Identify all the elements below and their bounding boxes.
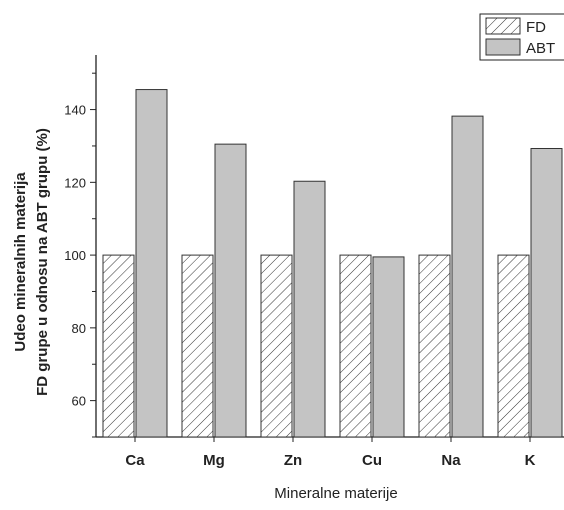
bar-fd-zn	[260, 254, 293, 438]
y-axis-title-line1: Udeo mineralnih materija	[12, 172, 29, 352]
x-tick-label-zn: Zn	[284, 452, 302, 469]
legend-label-abt: ABT	[526, 40, 555, 57]
bar-fd-na	[418, 254, 451, 438]
bar-fd-k	[497, 254, 530, 438]
bar-fd-ca	[102, 254, 135, 438]
bar-abt-k	[530, 147, 563, 438]
y-tick-label: 100	[64, 248, 86, 263]
bar-abt-mg	[214, 143, 247, 438]
bar-fd-cu	[339, 254, 372, 438]
legend: FD ABT	[479, 13, 564, 61]
tick-labels: 60 80 100 120 140 Ca Mg Zn Cu Na K	[64, 103, 535, 469]
x-tick-label-k: K	[525, 452, 536, 469]
legend-label-fd: FD	[526, 19, 546, 36]
legend-swatch-fd	[485, 17, 521, 35]
bar-fd-mg	[181, 254, 214, 438]
y-tick-label: 140	[64, 103, 86, 118]
bars	[102, 89, 563, 438]
bar-abt-zn	[293, 180, 326, 438]
y-tick-label: 120	[64, 175, 86, 190]
axes	[90, 55, 564, 442]
bar-abt-ca	[135, 89, 168, 438]
legend-swatch-abt	[485, 38, 521, 56]
x-tick-label-ca: Ca	[125, 452, 145, 469]
x-tick-label-na: Na	[441, 452, 461, 469]
y-axis-title-line2: FD grupe u odnosu na ABT grupu (%)	[34, 128, 51, 396]
bar-abt-na	[451, 115, 484, 438]
bar-abt-cu	[372, 256, 405, 438]
y-tick-label: 80	[72, 321, 86, 336]
x-tick-label-cu: Cu	[362, 452, 382, 469]
x-tick-label-mg: Mg	[203, 452, 225, 469]
x-axis-title: Mineralne materije	[274, 485, 397, 502]
y-tick-label: 60	[72, 394, 86, 409]
